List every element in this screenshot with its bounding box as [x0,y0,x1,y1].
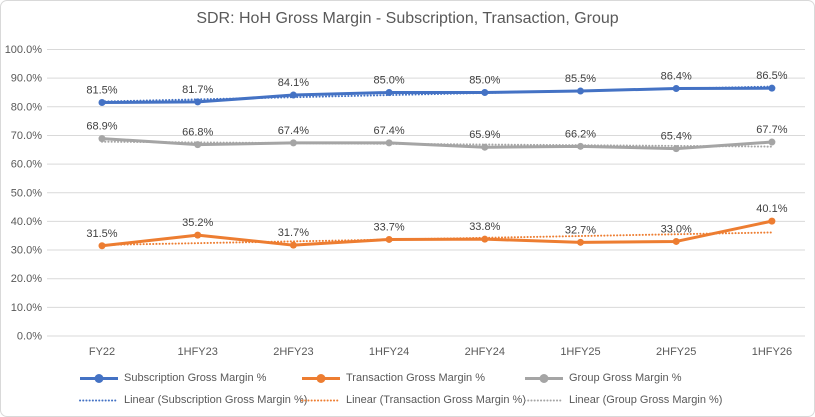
y-tick-label: 30.0% [11,245,42,257]
data-point [385,88,393,96]
data-label: 85.0% [469,74,500,86]
y-axis-labels: 100.0% 90.0% 80.0% 70.0% 60.0% 50.0% 40.0% 30.0… [5,44,43,343]
data-label: 35.2% [182,217,213,229]
legend-item-subscription-gross-margin: Subscription Gross Margin % [79,372,266,384]
line-marker-swatch-icon [302,373,340,383]
y-tick-label: 20.0% [11,273,42,285]
data-label: 40.1% [756,203,787,215]
data-label: 33.0% [661,223,692,235]
data-point [98,135,106,143]
data-point [481,235,489,243]
trendline-linear-subscription-gross-margin [101,85,773,103]
data-point [672,237,680,245]
data-label: 84.1% [278,77,309,89]
data-label: 86.5% [756,70,787,82]
data-point [768,217,776,225]
data-point [194,231,202,239]
data-labels-subscription-gross-margin: 81.5% 81.7% 84.1% 85.0% 85.0% 85.5% 86.4% 86.5% [86,70,787,96]
y-tick-label: 60.0% [11,159,42,171]
data-point [577,87,584,95]
data-point [481,88,489,96]
legend-item-linear-transaction-gross-margin: Linear (Transaction Gross Margin %) [301,394,526,406]
dotted-line-swatch-icon [301,399,341,401]
data-label: 31.5% [86,228,117,240]
data-label: 67.4% [373,125,404,137]
y-tick-label: 70.0% [11,130,42,142]
data-label: 68.9% [86,121,117,133]
x-tick-label: 2HFY23 [273,346,313,358]
trendline-linear-group-gross-margin [101,140,773,148]
data-label: 65.4% [661,131,692,143]
line-marker-swatch-icon [525,373,563,383]
legend-label: Subscription Gross Margin % [124,372,267,384]
data-point [672,84,680,92]
chart-title: SDR: HoH Gross Margin - Subscription, Tr… [196,10,619,27]
data-labels-group-gross-margin: 68.9% 66.8% 67.4% 67.4% 65.9% 66.2% 65.4% 67.7% [86,121,787,143]
data-point [194,98,202,106]
x-tick-label: 2HFY25 [656,346,696,358]
data-point [289,241,297,249]
x-tick-label: 1HFY24 [369,346,409,358]
data-point [577,238,584,246]
x-tick-label: 2HFY24 [465,346,505,358]
data-point [768,84,776,92]
series-transaction-gross-margin [98,217,776,250]
data-label: 33.8% [469,221,500,233]
data-label: 81.5% [86,85,117,97]
x-tick-label: 1HFY23 [178,346,218,358]
data-point [194,141,202,149]
legend-item-linear-group-gross-margin: Linear (Group Gross Margin %) [524,394,722,406]
legend-label: Linear (Group Gross Margin %) [569,394,723,406]
y-tick-label: 0.0% [17,331,42,343]
data-label: 86.4% [661,70,692,82]
legend-item-linear-subscription-gross-margin: Linear (Subscription Gross Margin %) [79,394,307,406]
data-point [768,138,776,146]
y-tick-label: 80.0% [11,101,42,113]
y-tick-label: 40.0% [11,216,42,228]
x-tick-label: FY22 [89,346,115,358]
legend-label: Linear (Subscription Gross Margin %) [124,394,308,406]
data-label: 32.7% [565,224,596,236]
data-label: 85.0% [373,74,404,86]
y-tick-label: 50.0% [11,187,42,199]
dotted-line-swatch-icon [79,399,119,401]
data-labels-transaction-gross-margin: 31.5% 35.2% 31.7% 33.7% 33.8% 32.7% 33.0% 40.1% [86,203,787,240]
dotted-line-swatch-icon [524,399,564,401]
data-label: 33.7% [373,221,404,233]
y-tick-label: 90.0% [11,73,42,85]
data-label: 65.9% [469,129,500,141]
data-point [577,142,584,150]
y-tick-label: 10.0% [11,302,42,314]
legend-item-group-gross-margin: Group Gross Margin % [524,372,681,384]
data-point [98,99,106,107]
data-label: 67.4% [278,125,309,137]
legend-label: Transaction Gross Margin % [346,372,485,384]
x-tick-label: 1HFY25 [560,346,600,358]
gridlines [47,49,805,337]
data-label: 85.5% [565,73,596,85]
legend-label: Linear (Transaction Gross Margin %) [346,394,526,406]
x-tick-label: 1HFY26 [752,346,792,358]
y-tick-label: 100.0% [5,44,43,56]
data-label: 66.8% [182,127,213,139]
data-label: 67.7% [756,124,787,136]
data-label: 31.7% [278,227,309,239]
legend-item-transaction-gross-margin: Transaction Gross Margin % [301,372,485,384]
series-subscription-gross-margin [98,84,776,107]
line-marker-swatch-icon [80,373,118,383]
x-axis-labels: FY22 1HFY23 2HFY23 1HFY24 2HFY24 1HFY25 2HFY25… [89,346,792,358]
data-label: 81.7% [182,84,213,96]
trendline-linear-transaction-gross-margin [101,231,773,246]
legend-label: Group Gross Margin % [569,372,682,384]
data-label: 66.2% [565,128,596,140]
